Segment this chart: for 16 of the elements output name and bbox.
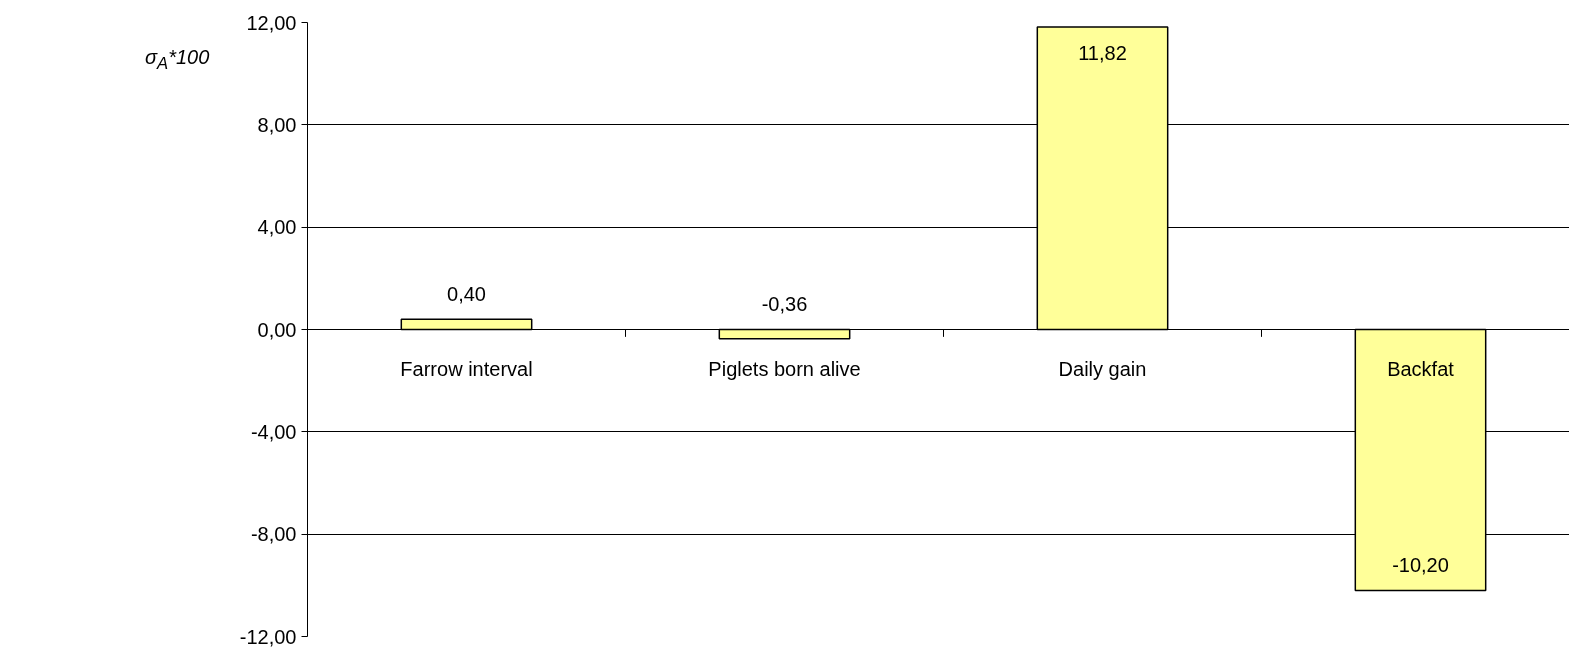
- y-tick-label: -4,00: [250, 420, 297, 443]
- data-label: 0,40: [447, 282, 486, 305]
- y-tick-label: -12,00: [239, 625, 297, 648]
- x-tick-label: Backfat: [1387, 357, 1455, 380]
- data-label: -10,20: [1392, 554, 1449, 577]
- y-tick-label: 8,00: [257, 113, 297, 136]
- y-tick-label: 0,00: [257, 318, 297, 341]
- data-label: -0,36: [761, 293, 808, 316]
- y-tick-label: 4,00: [257, 216, 297, 239]
- y-axis-title: σ$_{A}$*100: [145, 45, 210, 75]
- y-tick-label: 12,00: [246, 11, 297, 34]
- x-tick-label: Daily gain: [1058, 357, 1147, 380]
- x-tick-label: Piglets born alive: [708, 357, 861, 380]
- data-label: 11,82: [1078, 41, 1127, 64]
- x-tick-label: Farrow interval: [400, 357, 533, 380]
- y-tick-label: -8,00: [250, 523, 297, 546]
